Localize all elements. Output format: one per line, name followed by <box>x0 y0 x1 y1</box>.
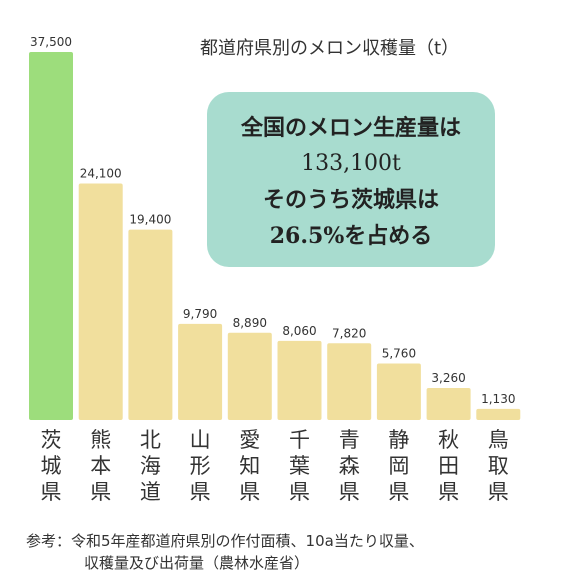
category-label-8: 秋田県 <box>438 428 459 504</box>
callout-line-2: 133,100t <box>301 151 401 176</box>
category-label-7: 静岡県 <box>388 428 409 504</box>
bar-5 <box>277 340 322 420</box>
value-label-8: 3,260 <box>431 371 465 385</box>
category-label-2: 北海道 <box>140 428 161 504</box>
value-label-1: 24,100 <box>80 166 122 180</box>
category-label-3: 山形県 <box>190 428 211 504</box>
bar-1 <box>78 183 123 420</box>
bar-6 <box>327 343 372 420</box>
value-label-2: 19,400 <box>129 213 171 227</box>
value-label-3: 9,790 <box>183 307 217 321</box>
value-label-6: 7,820 <box>332 326 366 340</box>
bar-0 <box>29 52 73 420</box>
bar-4 <box>227 332 272 420</box>
source-line-1: 参考：令和5年産都道府県別の作付面積、10a当たり収量、 <box>26 532 424 550</box>
summary-callout: 全国のメロン生産量は 133,100t そのうち茨城県は 26.5%を占める <box>207 92 495 267</box>
value-label-5: 8,060 <box>282 324 316 338</box>
source-note: 参考：令和5年産都道府県別の作付面積、10a当たり収量、 収穫量及び出荷量（農林… <box>26 530 424 574</box>
chart-title: 都道府県別のメロン収穫量（t） <box>200 38 460 59</box>
category-label-0: 茨城県 <box>41 428 62 504</box>
bar-9 <box>476 408 521 420</box>
category-label-4: 愛知県 <box>239 428 260 504</box>
bar-2 <box>128 229 173 420</box>
value-label-4: 8,890 <box>233 316 267 330</box>
category-label-5: 千葉県 <box>289 428 310 504</box>
callout-line-3: そのうち茨城県は <box>262 187 439 213</box>
category-label-9: 鳥取県 <box>488 428 509 504</box>
value-label-9: 1,130 <box>481 392 515 406</box>
category-label-1: 熊本県 <box>90 428 111 504</box>
bar-7 <box>376 363 421 420</box>
value-label-7: 5,760 <box>382 346 416 360</box>
callout-line-1: 全国のメロン生産量は <box>240 115 461 141</box>
bar-8 <box>426 388 471 420</box>
bar-3 <box>178 323 223 420</box>
callout-line-4: 26.5%を占める <box>269 223 433 249</box>
category-label-6: 青森県 <box>339 428 360 504</box>
source-line-2: 収穫量及び出荷量（農林水産省） <box>84 554 310 572</box>
value-label-0: 37,500 <box>30 35 72 49</box>
